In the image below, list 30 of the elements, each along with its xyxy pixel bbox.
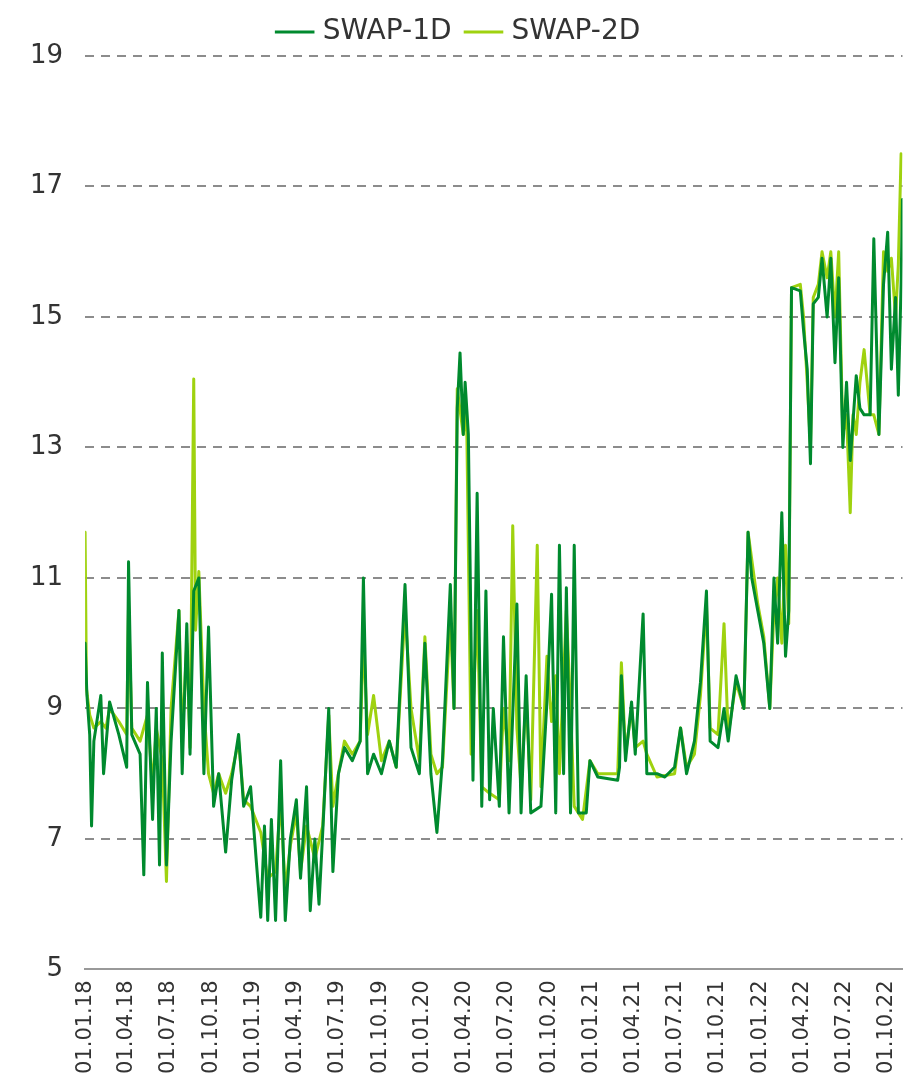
- x-tick-label: 01.04.20: [451, 980, 476, 1074]
- y-tick-label: 15: [29, 299, 64, 330]
- x-tick-label: 01.01.20: [409, 980, 434, 1074]
- x-tick-label: 01.01.18: [71, 980, 96, 1074]
- x-tick-label: 01.04.18: [113, 980, 138, 1074]
- x-tick-label: 01.01.19: [240, 980, 265, 1074]
- x-tick-label: 01.04.21: [619, 980, 644, 1074]
- x-tick-label: 01.10.22: [873, 980, 898, 1074]
- y-tick-label: 17: [29, 169, 64, 200]
- x-tick-label: 01.07.21: [661, 980, 686, 1074]
- x-tick-label: 01.10.21: [704, 980, 729, 1074]
- x-tick-label: 01.01.21: [578, 980, 603, 1074]
- legend-label: SWAP-1D: [322, 13, 452, 47]
- x-tick-label: 01.01.22: [747, 980, 771, 1074]
- legend-label: SWAP-2D: [511, 13, 641, 47]
- y-tick-label: 7: [46, 821, 64, 852]
- y-tick-label: 11: [29, 560, 64, 591]
- y-tick-label: 9: [46, 691, 64, 722]
- x-tick-label: 01.07.22: [830, 980, 855, 1074]
- x-tick-label: 01.04.19: [281, 980, 306, 1074]
- x-tick-label: 01.07.20: [493, 980, 518, 1074]
- x-tick-label: 01.07.18: [155, 980, 180, 1074]
- y-tick-label: 19: [29, 38, 64, 69]
- x-tick-label: 01.04.22: [788, 980, 813, 1074]
- x-tick-label: 01.10.20: [535, 980, 560, 1074]
- y-tick-label: 5: [46, 952, 64, 983]
- y-tick-label: 13: [29, 430, 64, 461]
- x-tick-label: 01.07.19: [323, 980, 348, 1074]
- x-tick-label: 01.10.19: [366, 980, 391, 1074]
- x-tick-label: 01.10.18: [197, 980, 222, 1074]
